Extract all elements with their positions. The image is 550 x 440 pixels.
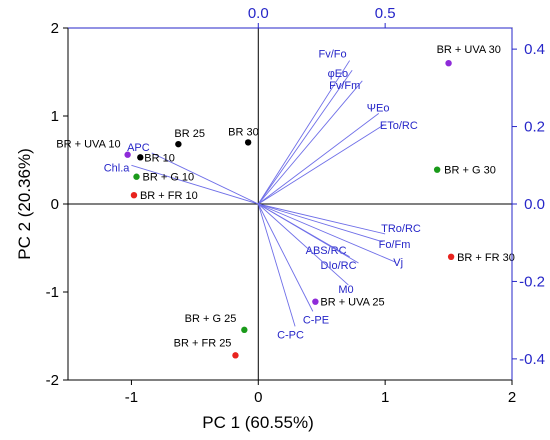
score-point: [312, 298, 319, 305]
loading-vector: [258, 203, 359, 264]
loading-vector: [257, 80, 363, 205]
x-tick-label: 0: [254, 389, 262, 406]
loading-vector: [257, 203, 314, 312]
loading-label: TRo/RC: [381, 223, 421, 235]
top-tick-label: 0.5: [375, 5, 396, 22]
loading-vector: [258, 203, 386, 235]
loading-label: Fv/Fm: [329, 80, 360, 92]
score-label: BR + UVA 25: [320, 297, 384, 309]
loading-vector: [257, 203, 296, 327]
axis-ticks: -1 0 1 2 -2 -1 0 1 2 0.0 0.5 -0.4 -0.2 0.0 0.2 0.4: [46, 5, 545, 406]
right-tick-label: 0.0: [524, 196, 545, 213]
loading-label: Fo/Fm: [379, 239, 411, 251]
x-axis-title: PC 1 (60.55%): [202, 413, 314, 432]
score-point: [124, 151, 131, 158]
score-points: BR + UVA 30 BR + G 30 BR + FR 30 BR 25 BR 30…: [56, 44, 515, 359]
right-tick-label: 0.4: [524, 41, 545, 58]
loading-label: C-PC: [277, 329, 304, 341]
right-tick-label: -0.2: [519, 273, 545, 290]
zero-lines: [68, 28, 512, 380]
score-label: BR 30: [228, 126, 259, 138]
loading-vector: [258, 113, 380, 205]
score-label: BR 25: [174, 128, 205, 140]
score-label: BR + FR 30: [457, 252, 515, 264]
x-tick-label: -1: [125, 389, 138, 406]
loading-label: φEo: [328, 68, 349, 80]
loading-label: ABS/RC: [306, 245, 347, 257]
loading-label: Chl.a: [104, 162, 131, 174]
score-point: [447, 253, 455, 260]
score-point: [232, 352, 239, 359]
score-point: [241, 326, 248, 334]
score-point: [433, 166, 441, 173]
score-label: BR + UVA 30: [437, 44, 501, 56]
y-tick-label: -2: [46, 372, 59, 389]
loading-vector: [131, 164, 259, 205]
loading-label: M0: [338, 284, 353, 296]
score-label: BR + FR 25: [174, 337, 232, 349]
loading-vector: [257, 69, 353, 205]
score-point: [445, 60, 452, 67]
loading-vector: [258, 124, 385, 205]
score-point: [137, 154, 144, 161]
loading-label: ETo/RC: [380, 120, 418, 132]
loading-vector: [257, 60, 351, 205]
loading-label: APC: [127, 142, 150, 154]
right-tick-label: 0.2: [524, 119, 545, 136]
score-label: BR + G 10: [143, 172, 195, 184]
score-point: [133, 173, 140, 180]
loading-label: DIo/RC: [321, 260, 357, 272]
top-tick-label: 0.0: [248, 5, 269, 22]
score-label: BR + G 30: [444, 165, 496, 177]
right-tick-label: -0.4: [519, 351, 545, 368]
score-point: [130, 192, 138, 199]
loading-vector: [151, 152, 259, 205]
loading-vector: [258, 203, 396, 263]
y-tick-label: 2: [51, 20, 59, 37]
score-label: BR + G 25: [185, 313, 237, 325]
x-tick-label: 1: [381, 389, 389, 406]
loading-label: Vj: [393, 257, 403, 269]
loading-label: C-PE: [303, 314, 329, 326]
loading-label: Fv/Fo: [318, 49, 346, 61]
score-point: [244, 139, 252, 146]
x-tick-label: 2: [508, 389, 516, 406]
y-tick-label: 0: [51, 196, 59, 213]
loading-vector: [257, 203, 349, 286]
y-axis-title: PC 2 (20.36%): [15, 148, 34, 260]
score-label: BR + FR 10: [140, 190, 198, 202]
y-tick-label: -1: [46, 284, 59, 301]
score-label: BR + UVA 10: [56, 139, 120, 151]
loading-vector: [258, 203, 383, 243]
y-tick-label: 1: [51, 108, 59, 125]
score-point: [175, 140, 182, 148]
score-label: BR 10: [144, 152, 175, 164]
loading-label: ΨEo: [367, 102, 390, 114]
